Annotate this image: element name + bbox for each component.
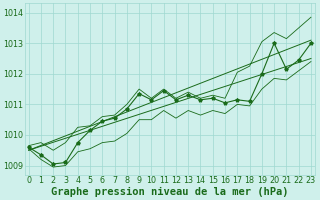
- X-axis label: Graphe pression niveau de la mer (hPa): Graphe pression niveau de la mer (hPa): [51, 186, 289, 197]
